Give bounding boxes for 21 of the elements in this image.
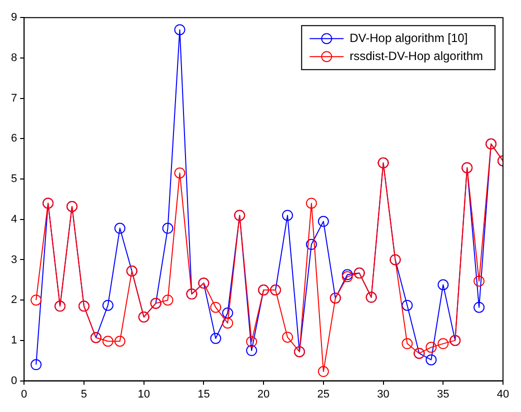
x-tick-label: 35 (437, 388, 450, 400)
legend-label: rssdist-DV-Hop algorithm (350, 48, 484, 63)
y-tick-label: 5 (10, 173, 18, 186)
y-tick-label: 6 (10, 132, 18, 145)
y-tick-label: 8 (10, 52, 18, 64)
x-tick-label: 25 (317, 388, 330, 400)
legend-label: DV-Hop algorithm [10] (350, 30, 468, 45)
x-tick-label: 30 (377, 388, 390, 400)
y-tick-label: 4 (10, 213, 18, 226)
y-tick-label: 1 (10, 334, 18, 346)
x-tick-label: 15 (198, 388, 210, 400)
y-tick-label: 9 (10, 12, 18, 24)
x-tick-label: 40 (496, 388, 510, 400)
y-tick-label: 3 (10, 254, 18, 266)
x-tick-label: 10 (138, 388, 150, 400)
y-tick-label: 7 (10, 92, 18, 104)
x-tick-label: 0 (21, 388, 28, 400)
x-tick-label: 20 (257, 388, 270, 400)
y-tick-label: 2 (10, 294, 18, 306)
y-tick-label: 0 (10, 374, 18, 387)
x-tick-label: 5 (80, 388, 88, 400)
